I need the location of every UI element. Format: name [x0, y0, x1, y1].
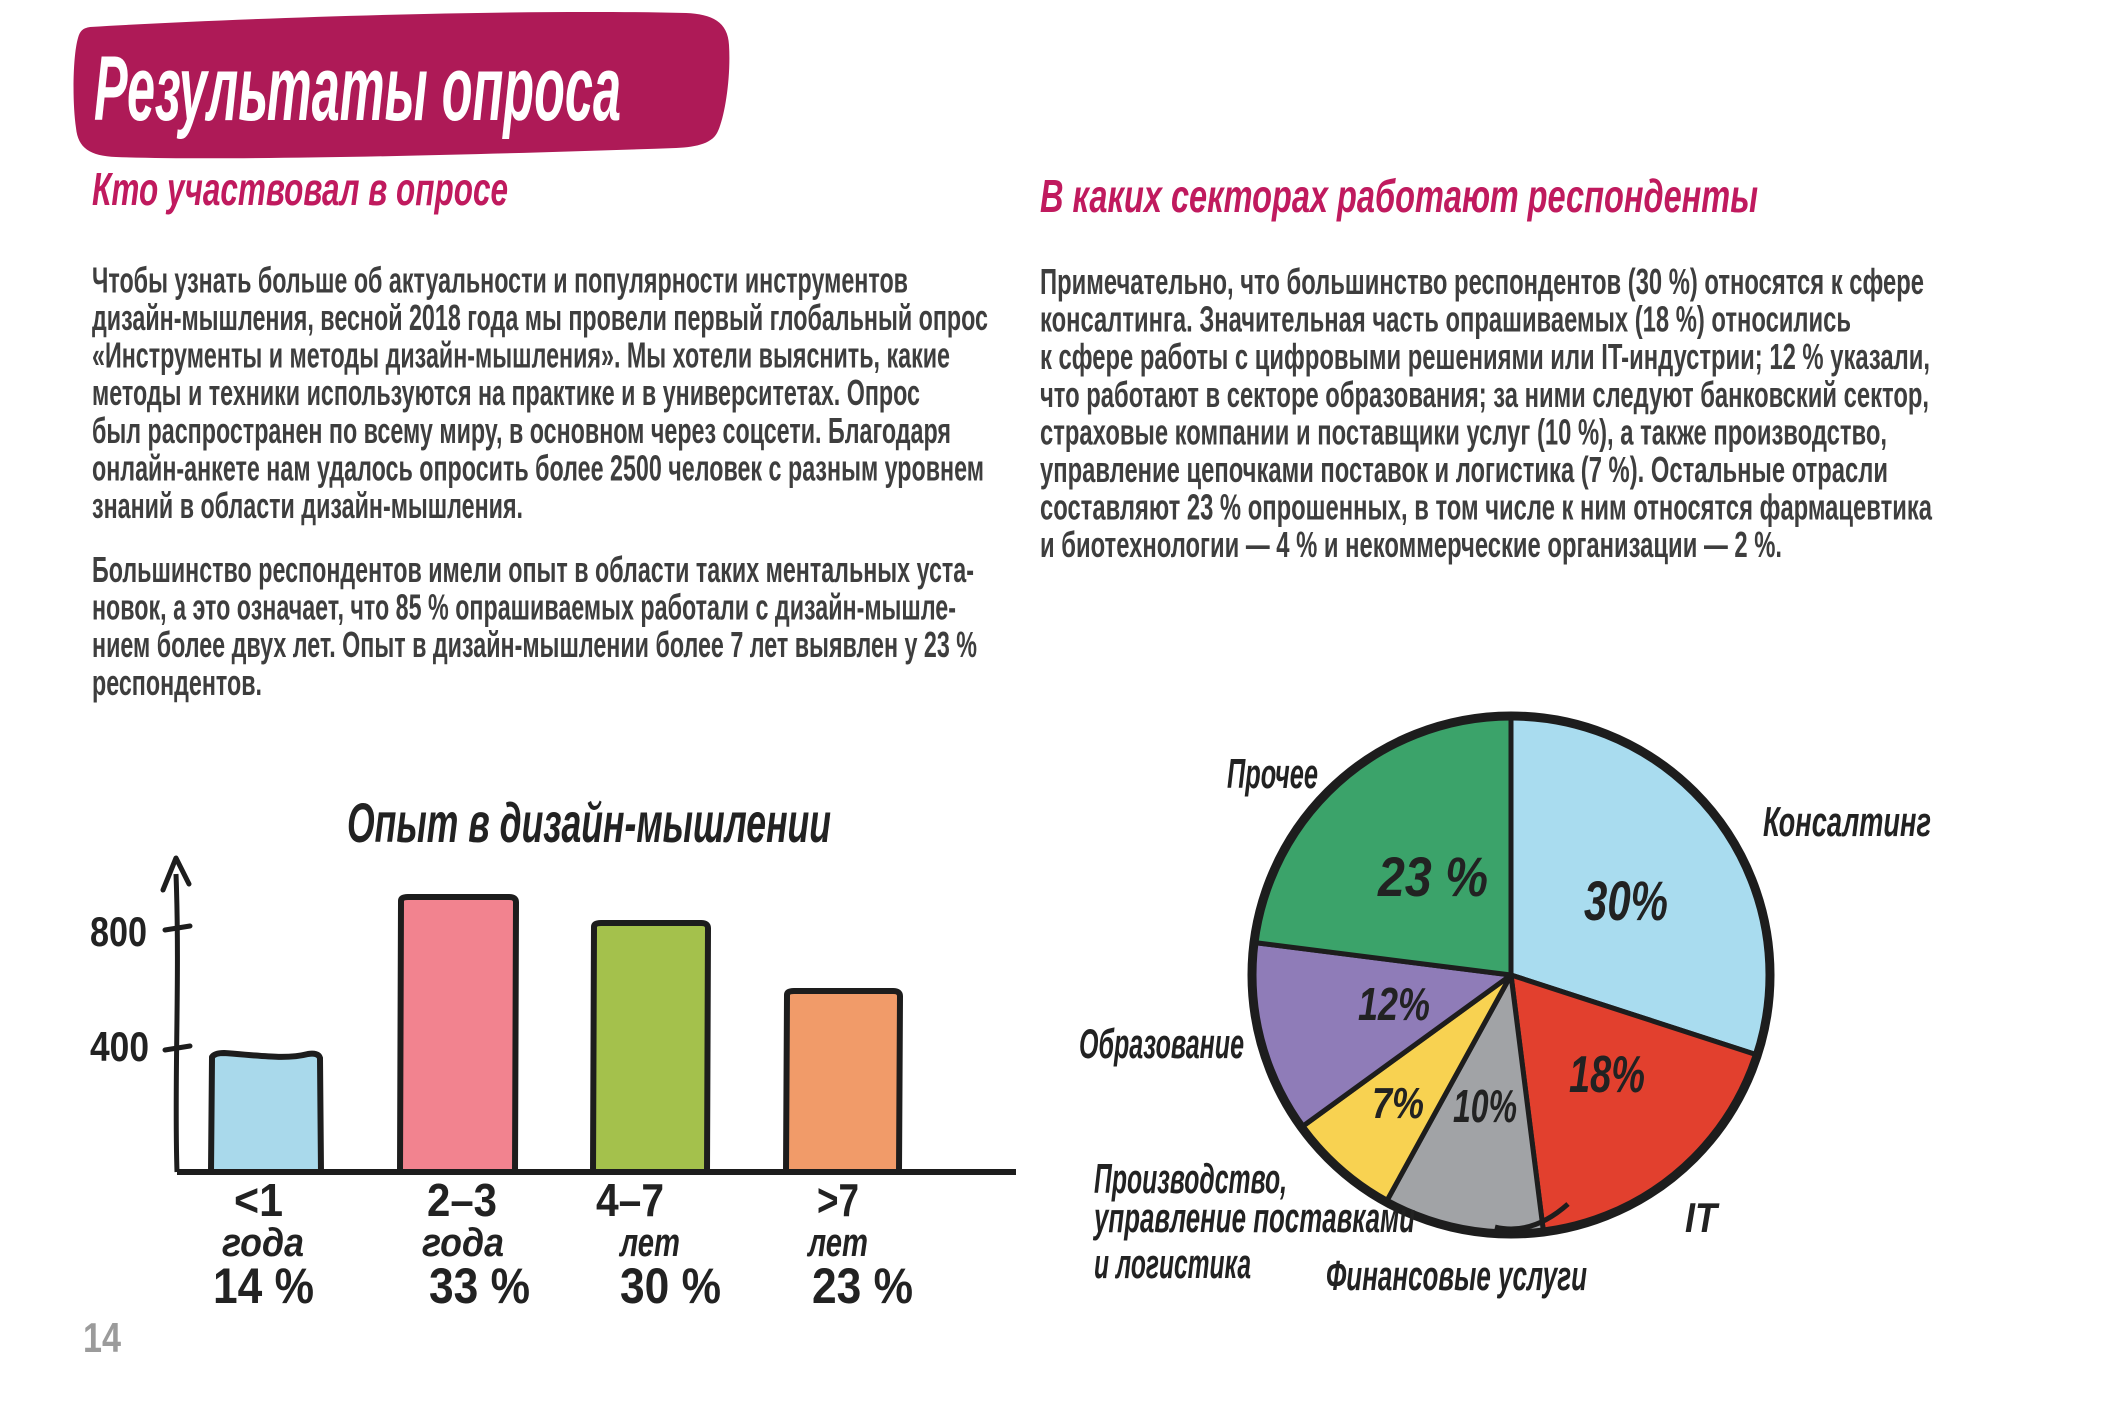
svg-text:Большинство респондентов имели: Большинство респондентов имели опыт в об… [92, 549, 974, 590]
svg-text:к сфере работы с цифровыми реш: к сфере работы с цифровыми решениями или… [1040, 336, 1930, 377]
svg-text:был распространен по всему мир: был распространен по всему миру, в основ… [92, 410, 951, 451]
svg-text:Результаты опроса: Результаты опроса [94, 38, 621, 140]
svg-text:года: года [422, 1221, 504, 1265]
svg-text:методы и техники используются: методы и техники используются на практик… [92, 372, 920, 413]
svg-text:лет: лет [619, 1221, 680, 1265]
svg-text:дизайн-мышления, весной 2018 г: дизайн-мышления, весной 2018 года мы про… [92, 297, 988, 338]
svg-text:онлайн-анкете нам удалось опро: онлайн-анкете нам удалось опросить более… [92, 447, 984, 488]
svg-text:Кто участвовал в опросе: Кто участвовал в опросе [92, 163, 508, 215]
svg-text:4–7: 4–7 [596, 1174, 664, 1226]
svg-text:30%: 30% [1584, 869, 1668, 932]
svg-text:нием более двух лет. Опыт в ди: нием более двух лет. Опыт в дизайн-мышле… [92, 624, 977, 665]
svg-text:лет: лет [807, 1221, 868, 1265]
svg-text:Образование: Образование [1079, 1020, 1244, 1067]
svg-text:новок, а это означает, что 85: новок, а это означает, что 85 % опрашива… [92, 587, 956, 628]
svg-text:Финансовые услуги: Финансовые услуги [1326, 1252, 1587, 1299]
svg-text:Опыт в дизайн-мышлении: Опыт в дизайн-мышлении [347, 791, 831, 854]
svg-text:года: года [222, 1221, 304, 1265]
svg-text:33 %: 33 % [429, 1258, 530, 1314]
svg-text:<1: <1 [234, 1174, 283, 1226]
svg-text:14 %: 14 % [213, 1258, 314, 1314]
svg-text:7%: 7% [1372, 1079, 1424, 1128]
svg-text:800: 800 [90, 908, 147, 955]
svg-text:респондентов.: респондентов. [92, 662, 262, 703]
svg-text:23 %: 23 % [1377, 845, 1488, 908]
svg-text:и логистика: и логистика [1094, 1240, 1251, 1287]
svg-text:400: 400 [90, 1023, 149, 1070]
svg-text:управление цепочками поставок: управление цепочками поставок и логистик… [1040, 449, 1888, 490]
svg-text:Чтобы узнать больше об актуаль: Чтобы узнать больше об актуальности и по… [92, 259, 908, 300]
svg-text:12%: 12% [1358, 978, 1430, 1030]
svg-text:>7: >7 [817, 1174, 859, 1226]
svg-text:18%: 18% [1569, 1046, 1645, 1104]
svg-text:30 %: 30 % [620, 1258, 721, 1314]
svg-text:Примечательно, что большинство: Примечательно, что большинство респонден… [1040, 261, 1924, 302]
svg-text:консалтинга. Значительная част: консалтинга. Значительная часть опрашива… [1040, 299, 1851, 340]
svg-text:Консалтинг: Консалтинг [1763, 798, 1931, 845]
svg-text:страховые компании и поставщик: страховые компании и поставщики услуг (1… [1040, 411, 1887, 452]
svg-text:IT: IT [1685, 1194, 1720, 1241]
svg-text:14: 14 [83, 1314, 122, 1361]
svg-text:«Инструменты и методы дизайн-м: «Инструменты и методы дизайн-мышления». … [92, 335, 950, 376]
svg-text:управление поставками: управление поставками [1093, 1194, 1415, 1241]
svg-text:В каких секторах работают респ: В каких секторах работают респонденты [1040, 170, 1758, 222]
svg-text:Производство,: Производство, [1094, 1155, 1287, 1202]
svg-text:и биотехнологии — 4 % и некомм: и биотехнологии — 4 % и некоммерческие о… [1040, 524, 1782, 565]
svg-text:знаний в области дизайн-мышлен: знаний в области дизайн-мышления. [92, 485, 523, 526]
svg-text:Прочее: Прочее [1227, 750, 1318, 797]
svg-text:2–3: 2–3 [427, 1174, 497, 1226]
svg-text:10%: 10% [1453, 1080, 1517, 1132]
svg-text:составляют 23 % опрошенных, в: составляют 23 % опрошенных, в том числе … [1040, 487, 1933, 528]
svg-text:23 %: 23 % [812, 1258, 913, 1314]
svg-text:что работают в секторе образов: что работают в секторе образования; за н… [1040, 374, 1929, 415]
